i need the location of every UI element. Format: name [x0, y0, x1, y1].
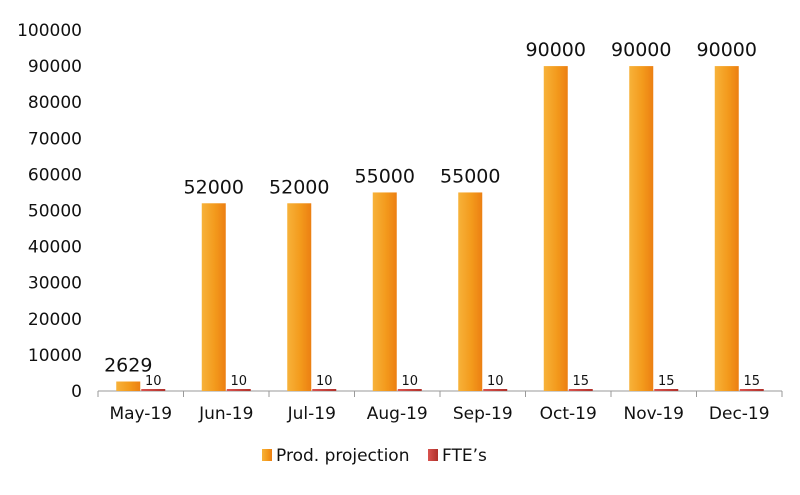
y-tick-label: 20000: [28, 310, 82, 330]
x-tick-label: Dec-19: [709, 404, 770, 424]
bar-prod-projection: [543, 66, 568, 391]
data-label-ftes: 10: [230, 374, 247, 389]
data-label-prod-projection: 2629: [104, 355, 152, 377]
data-label-ftes: 10: [316, 374, 333, 389]
bar-prod-projection: [714, 66, 739, 391]
bar-prod-projection: [201, 203, 226, 391]
bar-prod-projection: [629, 66, 654, 391]
data-label-ftes: 10: [145, 374, 162, 389]
bar-prod-projection: [116, 381, 141, 391]
data-label-prod-projection: 55000: [355, 165, 415, 187]
bar-ftes: [226, 389, 251, 391]
data-label-prod-projection: 90000: [611, 39, 671, 61]
y-tick-label: 80000: [28, 93, 82, 113]
data-label-ftes: 10: [401, 374, 418, 389]
legend-label: Prod. projection: [276, 446, 409, 466]
bar-prod-projection: [458, 192, 483, 391]
bars: 2629105200010520001055000105500010900001…: [104, 39, 764, 391]
data-label-ftes: 15: [743, 374, 760, 389]
x-tick-label: Jun-19: [198, 404, 253, 424]
x-tick-label: Aug-19: [367, 404, 428, 424]
y-tick-label: 10000: [28, 346, 82, 366]
x-tick-label: Oct-19: [540, 404, 597, 424]
x-tick-label: Sep-19: [453, 404, 513, 424]
bar-ftes: [568, 389, 593, 391]
bar-ftes: [397, 389, 422, 391]
y-tick-label: 100000: [17, 21, 82, 41]
bar-ftes: [483, 389, 508, 391]
bar-ftes: [739, 389, 764, 391]
legend-swatch: [262, 449, 272, 461]
data-label-ftes: 15: [658, 374, 675, 389]
y-tick-label: 70000: [28, 129, 82, 149]
legend-item-ftes: FTE’s: [428, 446, 487, 466]
data-label-prod-projection: 55000: [440, 165, 500, 187]
y-tick-label: 40000: [28, 238, 82, 258]
bar-ftes: [654, 389, 679, 391]
legend-swatch: [428, 449, 438, 461]
bar-ftes: [141, 389, 166, 391]
y-tick-label: 90000: [28, 57, 82, 77]
x-tick-label: Nov-19: [624, 404, 685, 424]
data-label-ftes: 15: [572, 374, 589, 389]
legend-label: FTE’s: [442, 446, 487, 466]
x-tick-label: Jul-19: [287, 404, 336, 424]
data-label-prod-projection: 52000: [269, 176, 329, 198]
bar-ftes: [312, 389, 337, 391]
data-label-prod-projection: 90000: [526, 39, 586, 61]
legend: Prod. projection FTE’s: [262, 446, 487, 466]
legend-item-prod-projection: Prod. projection: [262, 446, 409, 466]
bar-prod-projection: [287, 203, 312, 391]
y-tick-label: 30000: [28, 274, 82, 294]
data-label-ftes: 10: [487, 374, 504, 389]
x-tick-label: May-19: [109, 404, 172, 424]
bar-prod-projection: [372, 192, 397, 391]
y-tick-label: 0: [71, 382, 82, 402]
y-tick-label: 50000: [28, 202, 82, 222]
y-tick-label: 60000: [28, 165, 82, 185]
data-label-prod-projection: 52000: [184, 176, 244, 198]
data-label-prod-projection: 90000: [697, 39, 757, 61]
y-axis-tick-labels: 0 10000 20000 30000 40000 50000 60000 70000 8000…: [17, 21, 82, 402]
x-axis-tick-labels: May-19 Jun-19 Jul-19 Aug-19 Sep-19 Oct-19 Nov-…: [97, 391, 783, 424]
